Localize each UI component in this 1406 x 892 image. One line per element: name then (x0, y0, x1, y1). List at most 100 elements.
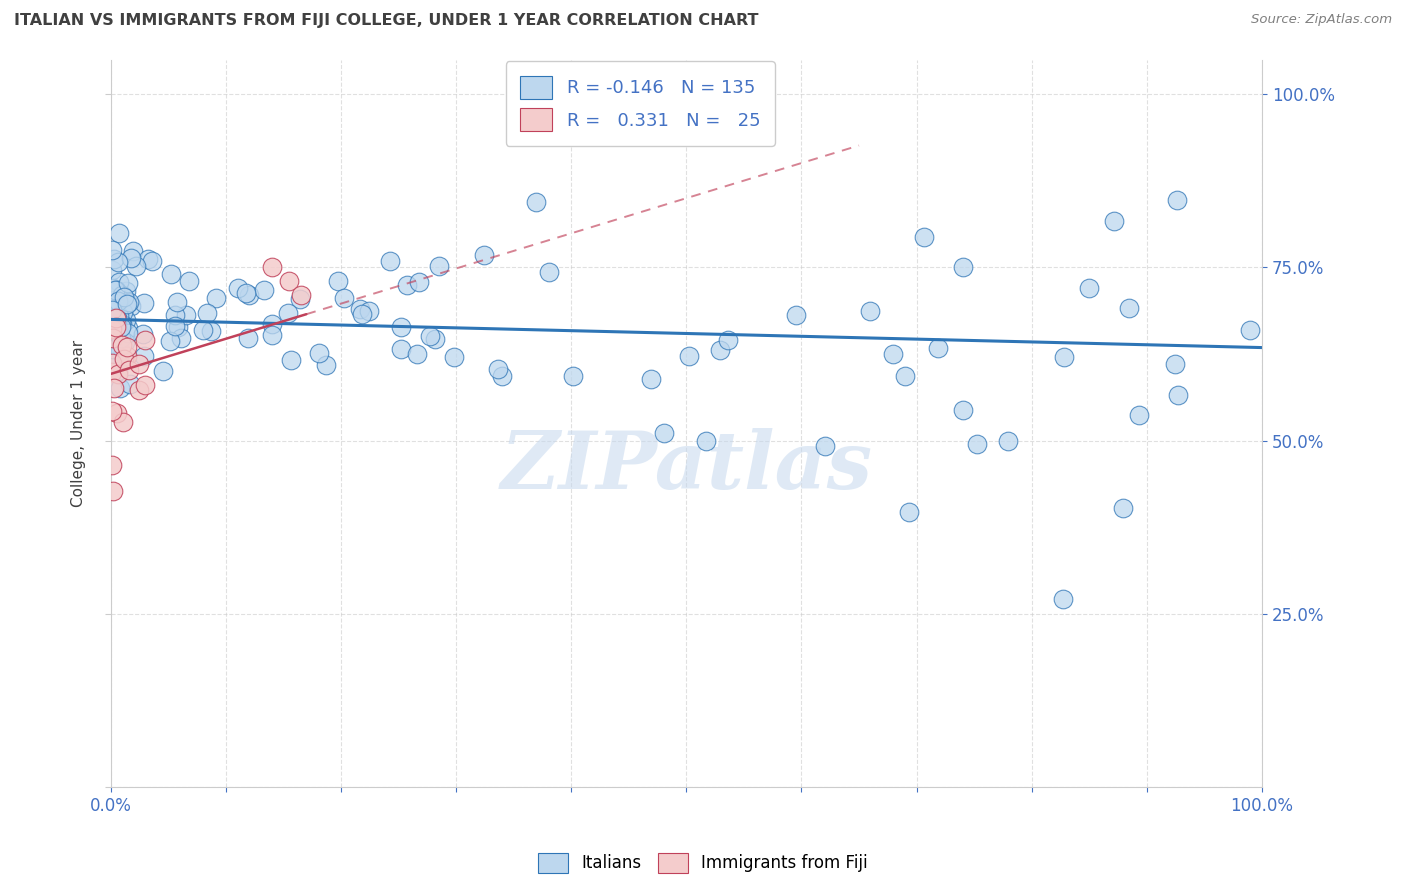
Point (132, 349, 155, 363)
Point (100, 364, 122, 378)
Point (108, 354, 131, 368)
Point (654, 425, 676, 440)
Point (115, 312, 138, 326)
Point (349, 301, 371, 316)
Point (111, 288, 134, 302)
Point (100, 305, 122, 319)
Point (105, 320, 128, 334)
Point (524, 195, 547, 210)
Point (160, 267, 183, 281)
Point (112, 352, 135, 367)
Text: ZIPatlas: ZIPatlas (501, 428, 872, 506)
Point (101, 281, 124, 295)
Point (101, 244, 124, 258)
Point (177, 274, 200, 288)
Point (114, 334, 136, 349)
Point (290, 288, 312, 302)
Point (235, 285, 257, 300)
Y-axis label: College, Under 1 year: College, Under 1 year (72, 340, 86, 507)
Point (152, 363, 174, 377)
Point (107, 368, 129, 382)
Point (170, 331, 193, 345)
Point (1167, 388, 1189, 402)
Point (389, 343, 412, 357)
Point (952, 403, 974, 417)
Point (326, 274, 349, 288)
Point (117, 276, 139, 290)
Point (443, 350, 465, 364)
Point (966, 437, 988, 451)
Point (100, 319, 122, 334)
Point (103, 320, 125, 334)
Point (111, 415, 134, 429)
Point (108, 310, 131, 324)
Point (1078, 281, 1101, 295)
Point (110, 330, 132, 344)
Point (191, 323, 214, 337)
Point (278, 274, 301, 288)
Point (121, 299, 143, 313)
Point (332, 291, 354, 305)
Point (132, 296, 155, 310)
Point (105, 320, 128, 334)
Point (107, 254, 129, 268)
Point (105, 310, 128, 325)
Point (396, 278, 419, 293)
Point (120, 251, 142, 265)
Point (118, 376, 141, 391)
Point (200, 324, 222, 338)
Point (1052, 591, 1074, 606)
Point (167, 319, 190, 334)
Point (141, 254, 163, 268)
Legend: Italians, Immigrants from Fiji: Italians, Immigrants from Fiji (531, 847, 875, 880)
Point (108, 382, 131, 396)
Point (288, 292, 311, 306)
Point (104, 354, 127, 368)
Point (105, 406, 128, 420)
Point (134, 333, 156, 347)
Point (163, 319, 186, 334)
Point (380, 253, 402, 268)
Point (125, 260, 148, 274)
Point (108, 275, 131, 289)
Point (110, 317, 132, 331)
Point (640, 372, 662, 386)
Point (104, 311, 127, 326)
Point (108, 312, 131, 326)
Point (105, 323, 128, 337)
Point (709, 343, 731, 357)
Point (474, 248, 496, 262)
Point (695, 434, 717, 449)
Point (111, 338, 134, 352)
Point (1118, 301, 1140, 315)
Point (107, 322, 129, 336)
Point (912, 230, 935, 244)
Point (115, 297, 138, 311)
Point (128, 357, 150, 371)
Point (100, 403, 122, 417)
Point (252, 283, 274, 297)
Point (236, 331, 259, 345)
Text: ITALIAN VS IMMIGRANTS FROM FIJI COLLEGE, UNDER 1 YEAR CORRELATION CHART: ITALIAN VS IMMIGRANTS FROM FIJI COLLEGE,… (14, 13, 759, 29)
Point (952, 260, 974, 275)
Point (100, 356, 122, 370)
Point (260, 260, 283, 275)
Point (118, 363, 141, 377)
Text: Source: ZipAtlas.com: Source: ZipAtlas.com (1251, 13, 1392, 27)
Point (562, 369, 585, 384)
Point (112, 304, 135, 318)
Point (136, 252, 159, 266)
Point (122, 244, 145, 259)
Point (262, 317, 284, 331)
Point (108, 331, 131, 345)
Point (350, 307, 373, 321)
Point (927, 341, 949, 355)
Point (103, 331, 125, 345)
Point (134, 378, 156, 392)
Point (114, 284, 136, 298)
Point (678, 349, 700, 363)
Point (104, 323, 127, 337)
Point (100, 302, 122, 317)
Point (195, 306, 218, 320)
Point (419, 328, 441, 343)
